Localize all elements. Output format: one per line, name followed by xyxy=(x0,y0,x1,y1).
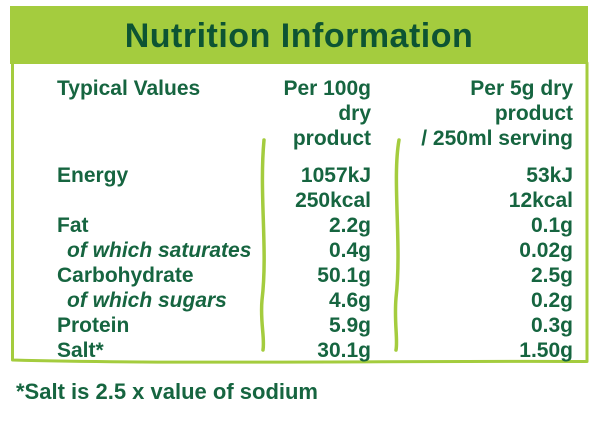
row-per5g-value: 1.50g xyxy=(519,339,573,362)
row-per100g-value: 2.2g xyxy=(328,214,371,237)
row-per100g-value: 30.1g xyxy=(317,339,371,362)
row-label: Salt* xyxy=(57,339,104,362)
row-label: Carbohydrate xyxy=(57,264,194,287)
header-per-5g: Per 5g dry product / 250ml serving xyxy=(397,76,587,151)
row-label: of which sugars xyxy=(67,289,227,312)
table-header-row: Typical Values Per 100g dry product Per … xyxy=(13,76,587,151)
row-per100g-value: 0.4g xyxy=(328,239,371,262)
page-title: Nutrition Information xyxy=(124,17,474,55)
header-typical-values: Typical Values xyxy=(57,77,201,100)
row-per5g-value: 2.5g xyxy=(530,264,573,287)
row-per5g-value: 0.1g xyxy=(530,214,573,237)
row-label xyxy=(57,188,264,213)
table-body: Energy 1057kJ 53kJ 250kcal 12kcal Fat 2.… xyxy=(13,163,587,363)
header-per-5g-line2: / 250ml serving xyxy=(421,127,573,150)
table-row-fat: Fat 2.2g 0.1g xyxy=(13,213,587,238)
table-row-energy: Energy 1057kJ 53kJ xyxy=(13,163,587,188)
row-per5g-value: 12kcal xyxy=(508,189,573,212)
row-per5g-value: 53kJ xyxy=(526,164,573,187)
row-per5g-value: 0.02g xyxy=(519,239,573,262)
salt-footnote: *Salt is 2.5 x value of sodium xyxy=(16,379,318,404)
row-per100g-value: 4.6g xyxy=(328,289,371,312)
row-per5g-value: 0.2g xyxy=(530,289,573,312)
row-per5g-value: 0.3g xyxy=(530,314,573,337)
table-row-carbohydrate: Carbohydrate 50.1g 2.5g xyxy=(13,263,587,288)
row-per100g-value: 1057kJ xyxy=(300,164,371,187)
row-label: Protein xyxy=(57,314,130,337)
row-label: Energy xyxy=(57,164,129,187)
table-row-protein: Protein 5.9g 0.3g xyxy=(13,313,587,338)
row-per100g-value: 5.9g xyxy=(328,314,371,337)
row-label: of which saturates xyxy=(67,239,252,262)
header-per-5g-line1: Per 5g dry product xyxy=(470,77,573,125)
table-row-salt: Salt* 30.1g 1.50g xyxy=(13,338,587,363)
nutrition-table: Typical Values Per 100g dry product Per … xyxy=(13,64,587,363)
header-per-100g: Per 100g dry product xyxy=(264,76,397,151)
header-per-100g-line1: Per 100g xyxy=(283,77,371,100)
table-row-energy-kcal: 250kcal 12kcal xyxy=(13,188,587,213)
table-row-sugars: of which sugars 4.6g 0.2g xyxy=(13,288,587,313)
row-per100g-value: 250kcal xyxy=(295,189,371,212)
table-row-saturates: of which saturates 0.4g 0.02g xyxy=(13,238,587,263)
row-per100g-value: 50.1g xyxy=(317,264,371,287)
title-bar: Nutrition Information xyxy=(10,6,588,64)
row-label: Fat xyxy=(57,214,89,237)
header-per-100g-line2: dry product xyxy=(292,102,371,150)
